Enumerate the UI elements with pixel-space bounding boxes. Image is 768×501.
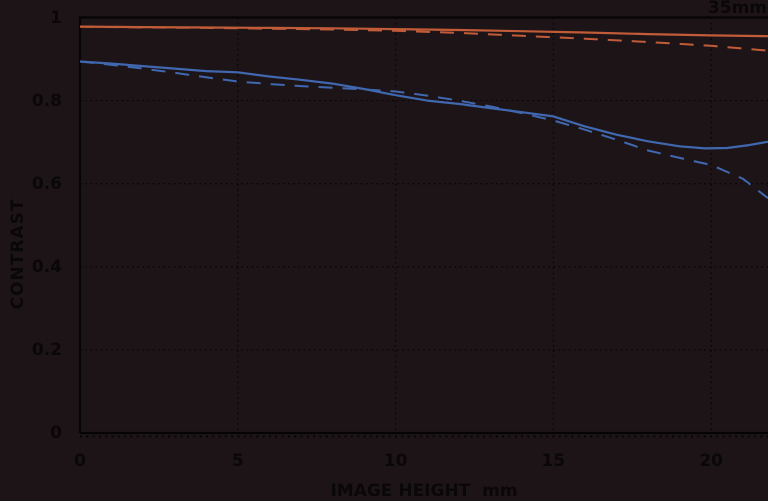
x-tick-label-20: 20: [699, 451, 724, 471]
series-orange-dashed: [79, 25, 768, 52]
focal-length-badge: 35mm: [707, 0, 767, 18]
y-tick-label-1: 1: [50, 7, 62, 28]
x-axis-title: IMAGE HEIGHT mm: [330, 481, 518, 501]
series-blue-dashed: [79, 60, 768, 199]
y-tick-label-0.6: 0.6: [31, 173, 62, 194]
x-tick-label-5: 5: [231, 451, 244, 471]
x-tick-label-15: 15: [541, 451, 566, 471]
y-tick-label-0.8: 0.8: [31, 90, 62, 111]
y-tick-label-0: 0: [50, 423, 62, 443]
plot-border-top-left: [78, 16, 768, 433]
series-orange-solid: [79, 25, 768, 38]
y-tick-label-0.4: 0.4: [31, 256, 62, 277]
series-blue-solid: [79, 60, 768, 150]
x-tick-label-10: 10: [383, 451, 408, 471]
y-tick-label-0.2: 0.2: [31, 339, 62, 360]
x-tick-label-0: 0: [74, 451, 86, 471]
